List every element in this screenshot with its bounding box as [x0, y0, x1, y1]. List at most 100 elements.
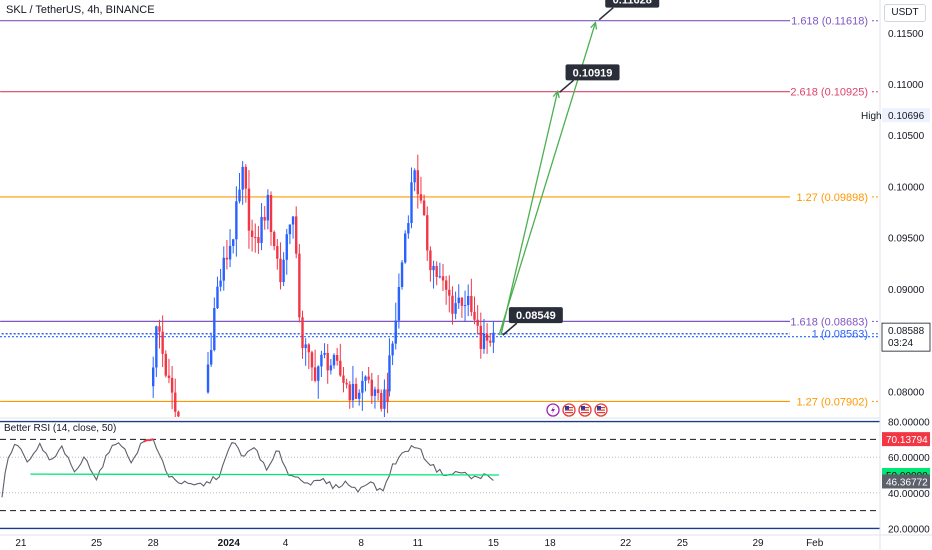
level-label: 1.27 (0.09898) — [796, 192, 868, 204]
candle-body — [295, 216, 298, 254]
candle-body — [460, 297, 464, 306]
candle-body — [342, 375, 345, 383]
candle-body — [298, 253, 301, 318]
candle-body — [473, 311, 476, 320]
candle-body — [376, 389, 380, 394]
level-label: 1.618 (0.08683) — [790, 316, 868, 328]
high-marker-bg — [882, 108, 930, 123]
candle-body — [339, 360, 342, 376]
candle-body — [407, 223, 410, 234]
price-tick-label: 0.11500 — [888, 29, 924, 40]
candle-body — [152, 367, 155, 387]
candle-body — [410, 182, 413, 224]
candle-body — [470, 295, 473, 312]
time-tick-label: 11 — [413, 538, 424, 549]
rsi-layer — [0, 420, 880, 530]
candle-body — [426, 215, 429, 251]
candle-body — [463, 305, 467, 307]
candle-body — [279, 258, 282, 283]
candle-body — [209, 350, 213, 365]
candle-body — [489, 340, 492, 343]
candle-body — [155, 326, 158, 368]
symbol-title[interactable]: SKL / TetherUS, 4h, BINANCE — [6, 4, 155, 16]
candle-body — [482, 333, 486, 349]
time-tick-label: 15 — [488, 538, 500, 549]
candle-body — [228, 245, 232, 260]
candle-body — [235, 201, 238, 240]
candle-body — [454, 303, 457, 314]
rsi-value-label: 46.36772 — [886, 477, 928, 488]
price-tick-label: 0.11000 — [888, 80, 924, 91]
candle-body — [323, 352, 326, 355]
candle-body — [397, 287, 401, 321]
flag-stripe — [597, 412, 605, 414]
rsi-tick-label: 40.00000 — [888, 489, 930, 500]
candle-body — [326, 352, 329, 371]
candle-body — [404, 233, 407, 263]
time-tick-label: 4 — [283, 538, 289, 549]
candle-body — [441, 276, 445, 281]
lightning-glyph — [551, 406, 555, 414]
candle-body — [479, 325, 482, 349]
candle-body — [361, 380, 364, 393]
candle-body — [335, 355, 339, 361]
candle-body — [438, 276, 442, 278]
last-price-tag — [881, 322, 931, 352]
high-marker-value: 0.10696 — [888, 111, 925, 122]
time-tick-label: 21 — [15, 538, 27, 549]
candle-body — [291, 216, 295, 225]
candle-body — [485, 333, 489, 341]
candle-body — [386, 389, 389, 403]
candle-body — [260, 216, 263, 243]
candle-body — [320, 354, 323, 367]
flag-stripe — [565, 412, 573, 414]
time-tick-label: 28 — [148, 538, 160, 549]
candle-body — [206, 364, 210, 393]
candle-body — [422, 200, 426, 216]
candle-body — [272, 232, 276, 247]
price-tick-label: 0.10500 — [888, 131, 925, 142]
time-tick-label: 25 — [677, 538, 689, 549]
candle-body — [429, 250, 432, 271]
candle-body — [219, 280, 222, 287]
currency-button[interactable]: USDT — [884, 4, 926, 22]
price-axis-layer: 0.11500 0.11000 0.10500 0.10000 0.09500 0.090… — [861, 0, 932, 550]
candle-body — [451, 295, 454, 314]
candles-layer — [152, 154, 495, 417]
time-tick-label: 8 — [358, 538, 364, 549]
candle-body — [391, 343, 394, 356]
candle-body — [413, 170, 416, 183]
callout-box — [605, 0, 660, 8]
candle-body — [351, 383, 355, 401]
arrow-head — [552, 89, 560, 99]
candle-body — [177, 411, 180, 417]
rsi-indicator-title[interactable]: Better RSI (14, close, 50) — [4, 423, 117, 434]
flag-canton — [565, 406, 569, 410]
candle-body — [373, 389, 377, 396]
candle-body — [388, 355, 391, 392]
candle-body — [285, 234, 288, 260]
time-tick-label: 18 — [545, 538, 557, 549]
candle-body — [416, 170, 419, 195]
level-label: 1 (0.08563) — [812, 329, 868, 341]
flag-stripe — [581, 412, 589, 414]
rsi-value-tag — [882, 474, 930, 489]
time-tick-label: Feb — [806, 538, 824, 549]
candle-body — [345, 382, 348, 385]
callout-pointer — [598, 7, 614, 21]
candle-body — [241, 166, 244, 190]
flag-stripe — [565, 409, 573, 411]
candle-body — [358, 392, 361, 399]
candle-body — [332, 355, 336, 366]
candle-body — [254, 236, 257, 238]
flag-canton — [581, 406, 585, 410]
time-tick-label: 25 — [91, 538, 103, 549]
candle-body — [170, 377, 174, 393]
price-axis-bg — [880, 0, 932, 550]
level-label: 2.618 (0.10925) — [790, 87, 868, 99]
candle-body — [269, 194, 273, 233]
candle-body — [161, 331, 164, 354]
candle-body — [222, 257, 225, 281]
candle-body — [367, 376, 370, 380]
